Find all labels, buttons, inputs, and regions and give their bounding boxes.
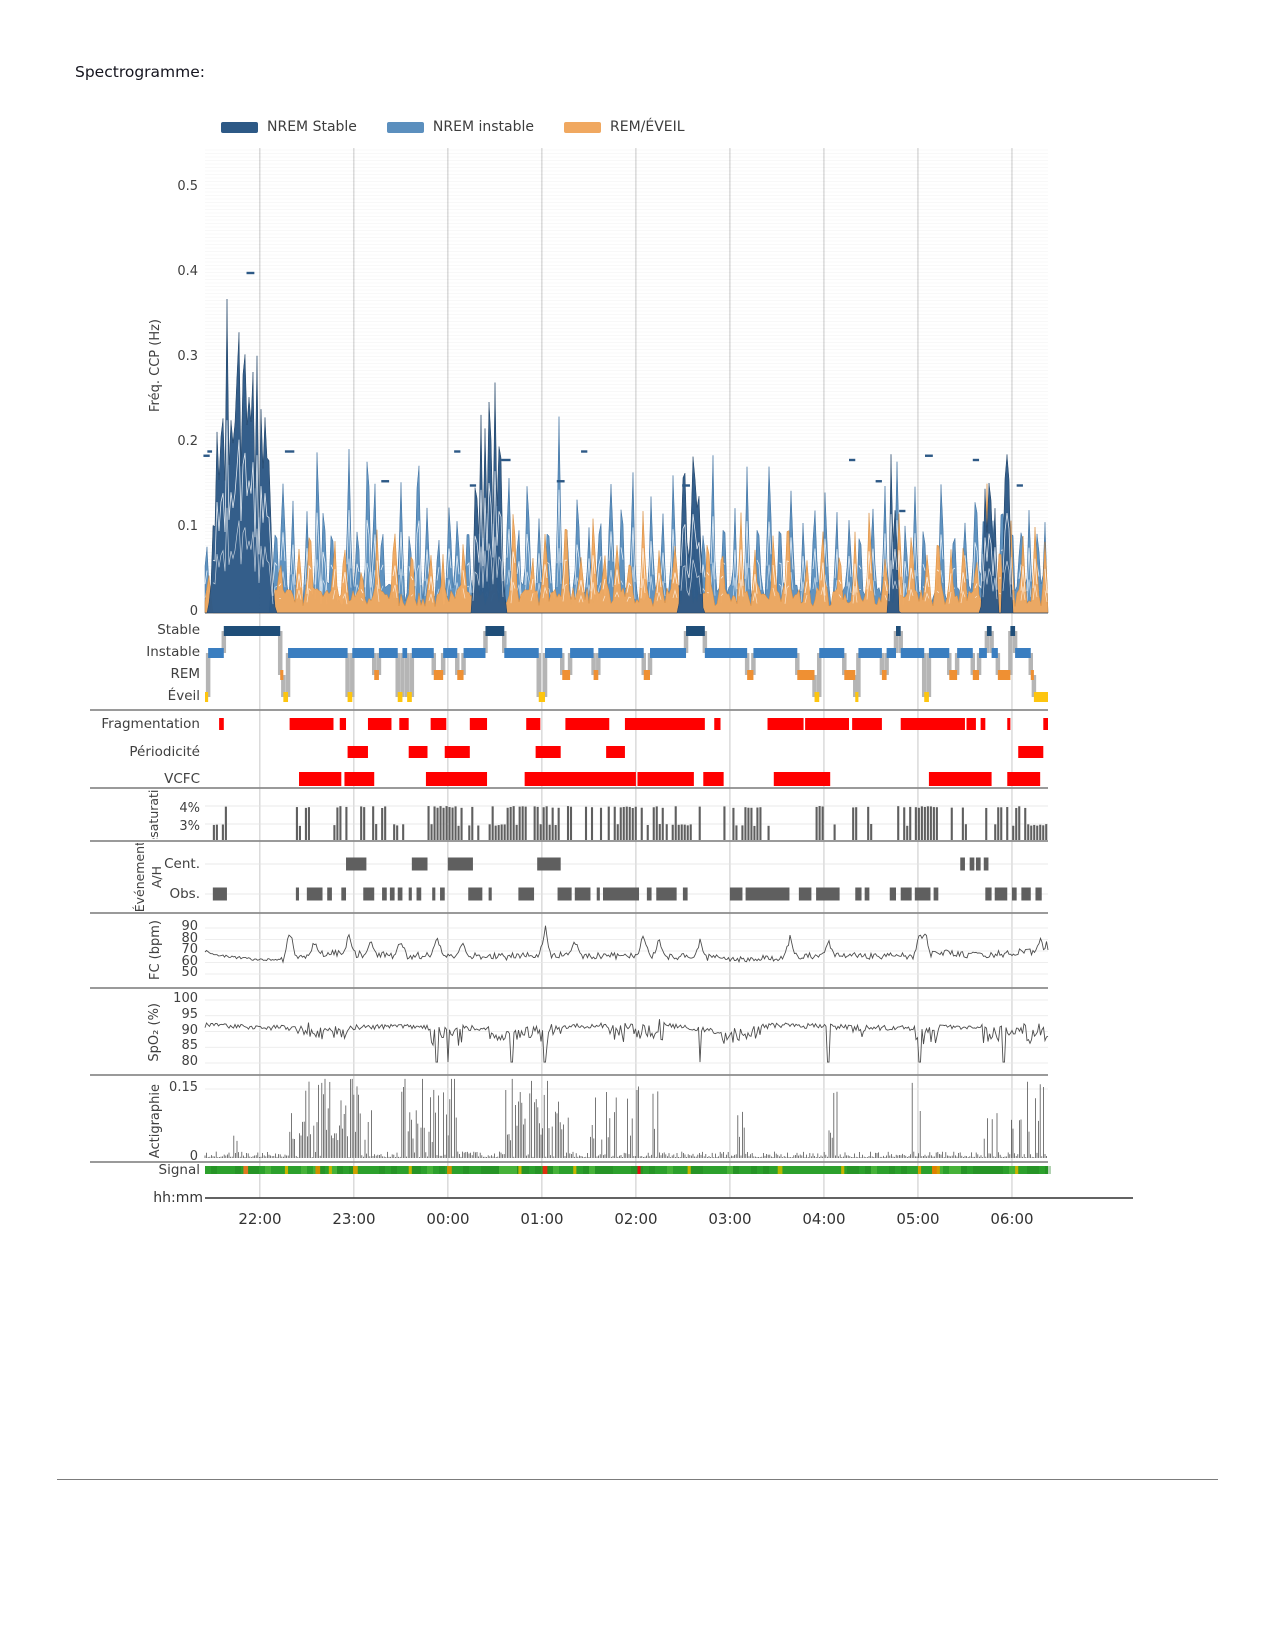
fc-panel (204, 925, 1049, 975)
time-tick: 02:00 (614, 1210, 658, 1228)
spo2-panel (204, 999, 1049, 1064)
band-label-fragmentation: Fragmentation (101, 716, 200, 732)
legend-swatch-stable-icon (221, 121, 258, 133)
legend-item-nrem-stable: NREM Stable (221, 119, 357, 135)
spo2-ytick: 80 (181, 1054, 198, 1069)
hypnogram-level-eveil: Éveil (167, 688, 200, 704)
acti-ytick: 0 (189, 1149, 198, 1164)
band-label-vcfc: VCFC (164, 771, 200, 787)
spo2-ylabel-wrap: SpO₂ (%) (146, 995, 163, 1070)
band-label-periodicite: Périodicité (129, 744, 200, 760)
desaturation-panel (205, 805, 1048, 840)
time-gridlines (259, 148, 1013, 1198)
fc-ylabel: FC (bpm) (147, 920, 163, 980)
spo2-ytick: 100 (173, 991, 198, 1006)
legend-label: REM/ÉVEIL (610, 119, 685, 135)
ah-row-cent: Cent. (164, 856, 200, 872)
acti-ylabel-wrap: Actigraphie (147, 1082, 163, 1160)
fc-ytick: 80 (181, 931, 198, 946)
panel-dividers (90, 709, 1133, 1199)
fc-ylabel-wrap: FC (bpm) (147, 915, 163, 985)
legend-label: NREM Stable (267, 119, 357, 135)
spectrogram-panel (203, 149, 1049, 614)
hypnogram-panel (205, 626, 1048, 702)
desaturation-ylabel-wrap: Désaturation (146, 790, 161, 839)
legend: NREM Stable NREM instable REM/ÉVEIL (221, 119, 685, 135)
legend-swatch-instable-icon (386, 121, 424, 133)
spectro-ytick: 0.1 (177, 519, 198, 534)
time-tick: 22:00 (238, 1210, 282, 1228)
spectro-ytick: 0.3 (177, 349, 198, 364)
spo2-ytick: 90 (181, 1023, 198, 1038)
ah-row-obs: Obs. (169, 886, 200, 902)
fc-ytick: 70 (181, 942, 198, 957)
desat-row-3pct: 3% (179, 819, 200, 834)
spo2-ylabel: SpO₂ (%) (147, 1003, 162, 1062)
page-footer-rule (57, 1479, 1218, 1480)
time-tick: 01:00 (520, 1210, 564, 1228)
spectro-ylabel-wrap: Fréq. CCP (Hz) (147, 295, 164, 435)
spectro-ytick: 0.4 (177, 264, 198, 279)
spo2-ytick: 95 (181, 1007, 198, 1022)
spectro-ylabel: Fréq. CCP (Hz) (148, 318, 163, 412)
hypnogram-level-instable: Instable (146, 644, 200, 660)
spectro-ytick: 0 (189, 604, 198, 619)
legend-item-nrem-instable: NREM instable (386, 119, 535, 135)
desaturation-ylabel: Désaturation (146, 790, 161, 839)
time-tick: 05:00 (896, 1210, 940, 1228)
desat-row-4pct: 4% (179, 801, 200, 816)
spo2-ytick: 85 (181, 1038, 198, 1053)
page-title: Spectrogramme: (75, 63, 205, 81)
hypnogram-level-stable: Stable (157, 622, 200, 638)
time-tick: 03:00 (708, 1210, 752, 1228)
acti-ylabel: Actigraphie (147, 1083, 163, 1159)
time-tick: 04:00 (802, 1210, 846, 1228)
fc-ytick: 60 (181, 954, 198, 969)
actigraphy-panel (204, 1078, 1048, 1158)
fc-ytick: 90 (181, 919, 198, 934)
time-tick: 23:00 (332, 1210, 376, 1228)
spectro-ytick: 0.2 (177, 434, 198, 449)
acti-ytick: 0.15 (169, 1080, 198, 1095)
time-tick: 06:00 (990, 1210, 1034, 1228)
hypnogram-level-rem: REM (170, 666, 200, 682)
spectro-ytick: 0.5 (177, 179, 198, 194)
ah-events-panel (205, 857, 1048, 901)
time-tick: 00:00 (426, 1210, 470, 1228)
event-bands-panel (219, 718, 1048, 786)
fc-ytick: 50 (181, 965, 198, 980)
time-axis-label: hh:mm (153, 1190, 203, 1206)
signal-label: Signal (158, 1162, 200, 1178)
legend-label: NREM instable (432, 119, 535, 135)
signal-bar (205, 1166, 1051, 1174)
legend-swatch-rem-icon (564, 121, 602, 133)
legend-item-rem-eveil: REM/ÉVEIL (564, 119, 685, 135)
